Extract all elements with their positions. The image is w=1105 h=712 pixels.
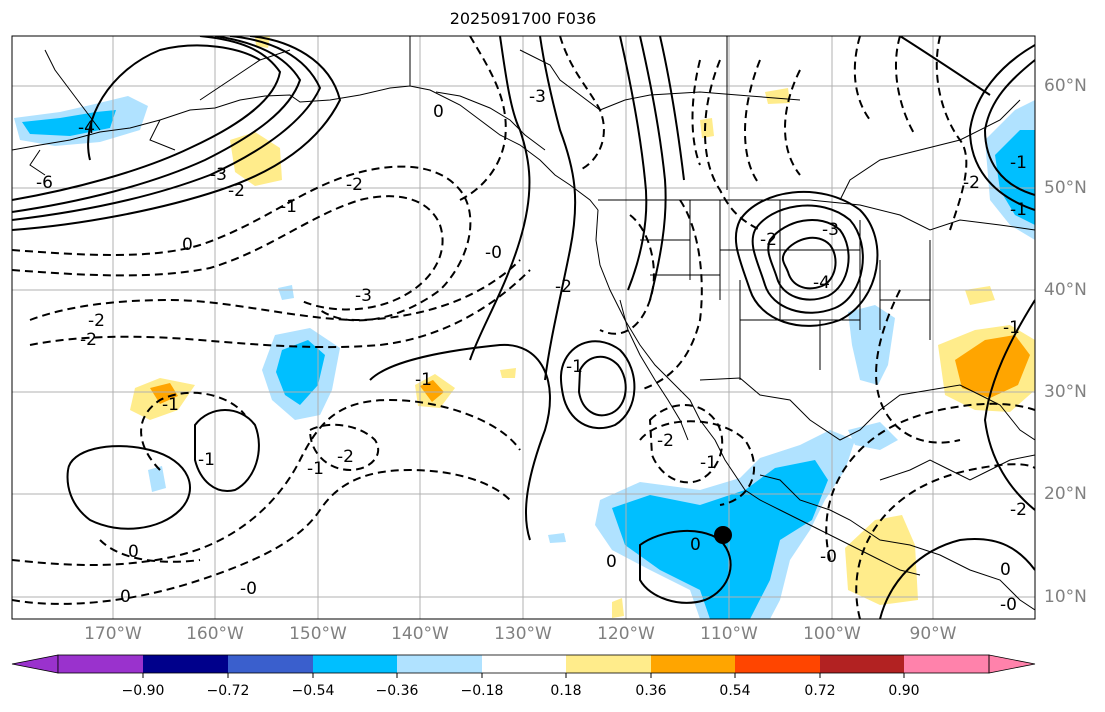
contour-label: -3 xyxy=(822,220,839,240)
contour-label: -2 xyxy=(228,181,245,201)
contour-label: -0 xyxy=(1000,595,1017,615)
colorbar-tick-label: −0.36 xyxy=(375,683,419,699)
positive-contours xyxy=(12,36,1035,619)
contour-label: -2 xyxy=(657,431,674,451)
longitude-label: 140°W xyxy=(391,624,449,644)
contour-label: -1 xyxy=(1010,200,1027,220)
colorbar-tick-label: −0.54 xyxy=(291,683,335,699)
longitude-label: 150°W xyxy=(289,624,347,644)
latitude-label: 30°N xyxy=(1044,382,1087,402)
contour-label: -2 xyxy=(555,277,572,297)
colorbar-segment xyxy=(566,655,651,673)
latitude-label: 10°N xyxy=(1044,587,1087,607)
colorbar-segment xyxy=(651,655,735,673)
longitude-label: 130°W xyxy=(494,624,552,644)
contour-label: -3 xyxy=(529,87,546,107)
colorbar-segment xyxy=(482,655,566,673)
colorbar-segment xyxy=(820,655,904,673)
contour-label: 0 xyxy=(182,235,193,255)
contour-label: -0 xyxy=(485,243,502,263)
longitude-label: 160°W xyxy=(186,624,244,644)
contour-label: -1 xyxy=(415,370,432,390)
contour-label: -1 xyxy=(566,357,583,377)
colorbar-segment xyxy=(228,655,313,673)
contour-label: -3 xyxy=(355,286,372,306)
latitude-label: 20°N xyxy=(1044,484,1087,504)
colorbar-tick-label: −0.90 xyxy=(121,683,165,699)
contour-label: 0 xyxy=(690,535,701,555)
contour-label: 0 xyxy=(606,552,617,572)
contour-label: -1 xyxy=(1003,318,1020,338)
contour-label: -4 xyxy=(78,118,95,138)
longitude-label: 170°W xyxy=(84,624,142,644)
longitude-label: 110°W xyxy=(700,624,758,644)
contour-label: -1 xyxy=(307,459,324,479)
contour-label: 0 xyxy=(128,542,139,562)
colorbar-tick-label: 0.54 xyxy=(719,683,751,699)
colorbar-segment xyxy=(143,655,228,673)
map-frame-border xyxy=(11,35,1036,620)
contour-label: -2 xyxy=(1010,500,1027,520)
contour-label: -1 xyxy=(198,450,215,470)
colorbar-tick-label: 0.36 xyxy=(635,683,667,699)
contour-label: -2 xyxy=(963,173,980,193)
colorbar-segment xyxy=(735,655,820,673)
contour-label: -6 xyxy=(36,173,53,193)
contour-labels: -4 -6 -3 -2 -1 0 -2 -2 -3 -2 -1 -1 0 -2 … xyxy=(36,87,1027,615)
contour-label: -2 xyxy=(346,175,363,195)
colorbar-tick-label: 0.18 xyxy=(550,683,582,699)
shaded-anomaly-regions xyxy=(14,36,1035,619)
contour-label: -0 xyxy=(820,547,837,567)
contour-label: 0 xyxy=(1000,560,1011,580)
contour-label: -2 xyxy=(88,311,105,331)
latitude-label: 60°N xyxy=(1044,76,1087,96)
contour-label: -4 xyxy=(813,273,830,293)
contour-label: -1 xyxy=(1010,153,1027,173)
contour-label: -2 xyxy=(80,330,97,350)
contour-label: -3 xyxy=(210,165,227,185)
colorbar-tick-label: −0.72 xyxy=(206,683,250,699)
contour-label: -1 xyxy=(700,453,717,473)
contour-label: 0 xyxy=(433,102,444,122)
colorbar-tick-label: −0.18 xyxy=(460,683,504,699)
colorbar-tick-label: 0.72 xyxy=(804,683,836,699)
colorbar-segment xyxy=(904,655,989,673)
contour-label: 0 xyxy=(120,587,131,607)
longitude-label: 120°W xyxy=(597,624,655,644)
colorbar-segment xyxy=(397,655,482,673)
contour-label: -0 xyxy=(240,579,257,599)
map-title: 2025091700 F036 xyxy=(449,9,597,28)
colorbar-high-extension xyxy=(988,654,1036,674)
graticule-gridlines xyxy=(12,36,1035,619)
contour-label: -1 xyxy=(162,395,179,415)
storm-position-marker xyxy=(714,526,732,544)
latitude-label: 40°N xyxy=(1044,280,1087,300)
contour-label: -2 xyxy=(760,230,777,250)
colorbar-segment xyxy=(313,655,397,673)
colorbar-tick-label: 0.90 xyxy=(888,683,920,699)
colorbar-border xyxy=(57,654,990,674)
colorbar-low-extension xyxy=(11,654,59,674)
latitude-label: 50°N xyxy=(1044,178,1087,198)
longitude-label: 90°W xyxy=(909,624,957,644)
contour-label: -2 xyxy=(337,447,354,467)
negative-contours xyxy=(12,36,1035,619)
longitude-label: 100°W xyxy=(803,624,861,644)
coastlines-and-borders xyxy=(12,36,1035,611)
contour-label: -1 xyxy=(280,197,297,217)
colorbar xyxy=(11,654,1036,678)
colorbar-segment xyxy=(58,655,143,673)
